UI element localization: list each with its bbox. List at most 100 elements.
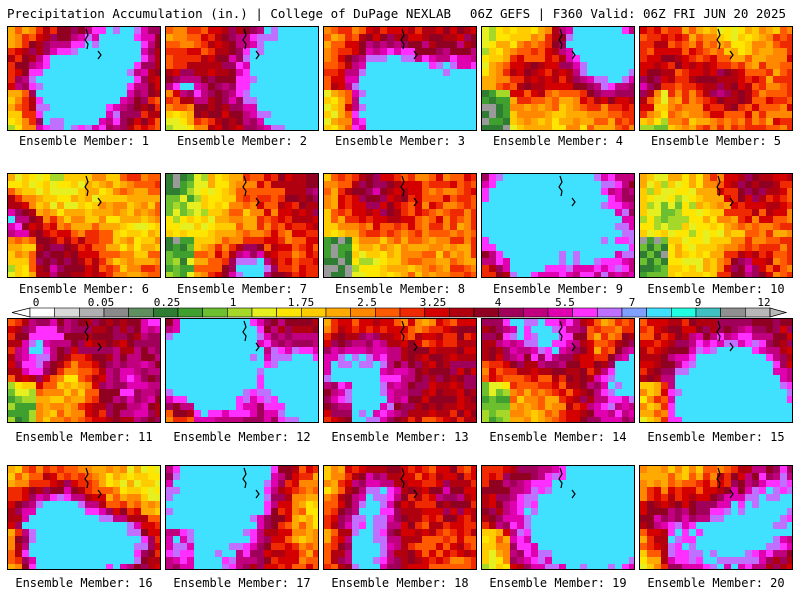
ensemble-member-label: Ensemble Member: 3 [334, 134, 466, 148]
legend-swatch [671, 307, 697, 318]
ensemble-member-label: Ensemble Member: 12 [173, 430, 311, 444]
coastline [558, 28, 576, 60]
legend-tick-label: 3.25 [420, 297, 447, 309]
ensemble-member-label: Ensemble Member: 9 [492, 282, 624, 296]
coastline [242, 175, 260, 207]
coastline [242, 467, 260, 499]
ensemble-member-map [165, 465, 319, 570]
legend-swatch [276, 307, 302, 318]
coastline [400, 320, 418, 352]
ensemble-member-label: Ensemble Member: 11 [15, 430, 153, 444]
legend-swatch [597, 307, 623, 318]
chart-title: Precipitation Accumulation (in.) | Colle… [7, 6, 452, 21]
ensemble-member-map [7, 465, 161, 570]
ensemble-member-label: Ensemble Member: 15 [647, 430, 785, 444]
ensemble-member-map [7, 318, 161, 423]
precip-field [324, 466, 476, 569]
coastline [716, 175, 734, 207]
coastline [400, 28, 418, 60]
precip-field [8, 319, 160, 422]
ensemble-member-label: Ensemble Member: 1 [18, 134, 150, 148]
coastline [716, 320, 734, 352]
precip-field [640, 319, 792, 422]
precip-field [482, 319, 634, 422]
legend-swatch [745, 307, 771, 318]
legend-swatch [325, 307, 351, 318]
precip-field [166, 174, 318, 277]
legend-tick-label: 0 [33, 297, 40, 309]
ensemble-member-label: Ensemble Member: 7 [176, 282, 308, 296]
ensemble-member-map [7, 173, 161, 278]
precip-field [166, 466, 318, 569]
ensemble-member-map [165, 318, 319, 423]
precip-field [166, 319, 318, 422]
precip-field [482, 174, 634, 277]
ensemble-member-label: Ensemble Member: 18 [331, 576, 469, 590]
legend-swatch [202, 307, 228, 318]
ensemble-member-map [639, 465, 793, 570]
coastline [716, 467, 734, 499]
coastline [242, 320, 260, 352]
ensemble-member-label: Ensemble Member: 17 [173, 576, 311, 590]
legend-tick-label: 5.5 [555, 297, 575, 309]
ensemble-member-label: Ensemble Member: 19 [489, 576, 627, 590]
ensemble-member-map [323, 465, 477, 570]
ensemble-member-label: Ensemble Member: 6 [18, 282, 150, 296]
precip-field [324, 27, 476, 130]
legend-swatch [695, 307, 721, 318]
ensemble-member-map [639, 26, 793, 131]
legend-swatch [350, 307, 376, 318]
coastline [84, 320, 102, 352]
legend-swatch [29, 307, 55, 318]
legend-swatch [572, 307, 598, 318]
precip-field [8, 466, 160, 569]
ensemble-member-map [323, 173, 477, 278]
precip-field [640, 27, 792, 130]
precip-field [8, 174, 160, 277]
legend-tick-label: 0.05 [88, 297, 115, 309]
legend-swatch [54, 307, 80, 318]
coastline [400, 175, 418, 207]
ensemble-member-label: Ensemble Member: 20 [647, 576, 785, 590]
precip-field [640, 174, 792, 277]
coastline [242, 28, 260, 60]
legend-swatch [227, 307, 253, 318]
coastline [558, 320, 576, 352]
precip-field [482, 466, 634, 569]
legend-arrow-low [11, 307, 31, 318]
ensemble-member-map [165, 26, 319, 131]
ensemble-member-label: Ensemble Member: 4 [492, 134, 624, 148]
legend-swatch [523, 307, 549, 318]
legend-swatch [449, 307, 475, 318]
color-legend: 0 0.05 0.25 1 1.75 2.5 3.25 4 5.5 7 9 12 [0, 297, 800, 319]
legend-swatch [103, 307, 129, 318]
legend-swatch [153, 307, 179, 318]
precip-field [640, 466, 792, 569]
ensemble-member-map [7, 26, 161, 131]
legend-swatch [621, 307, 647, 318]
coastline [84, 467, 102, 499]
ensemble-member-map [639, 318, 793, 423]
precip-field [324, 174, 476, 277]
precip-field [166, 27, 318, 130]
coastline [558, 467, 576, 499]
legend-swatch [177, 307, 203, 318]
ensemble-member-label: Ensemble Member: 13 [331, 430, 469, 444]
ensemble-member-map [323, 26, 477, 131]
legend-tick-label: 1 [230, 297, 237, 309]
legend-swatch [128, 307, 154, 318]
coastline [716, 28, 734, 60]
legend-swatch [646, 307, 672, 318]
coastline [84, 175, 102, 207]
coastline [558, 175, 576, 207]
ensemble-member-label: Ensemble Member: 16 [15, 576, 153, 590]
coastline [400, 467, 418, 499]
precip-field [8, 27, 160, 130]
ensemble-member-map [323, 318, 477, 423]
precip-field [482, 27, 634, 130]
ensemble-member-map [481, 465, 635, 570]
legend-swatch [251, 307, 277, 318]
legend-swatch [424, 307, 450, 318]
legend-tick-label: 12 [757, 297, 770, 309]
legend-swatch [375, 307, 401, 318]
